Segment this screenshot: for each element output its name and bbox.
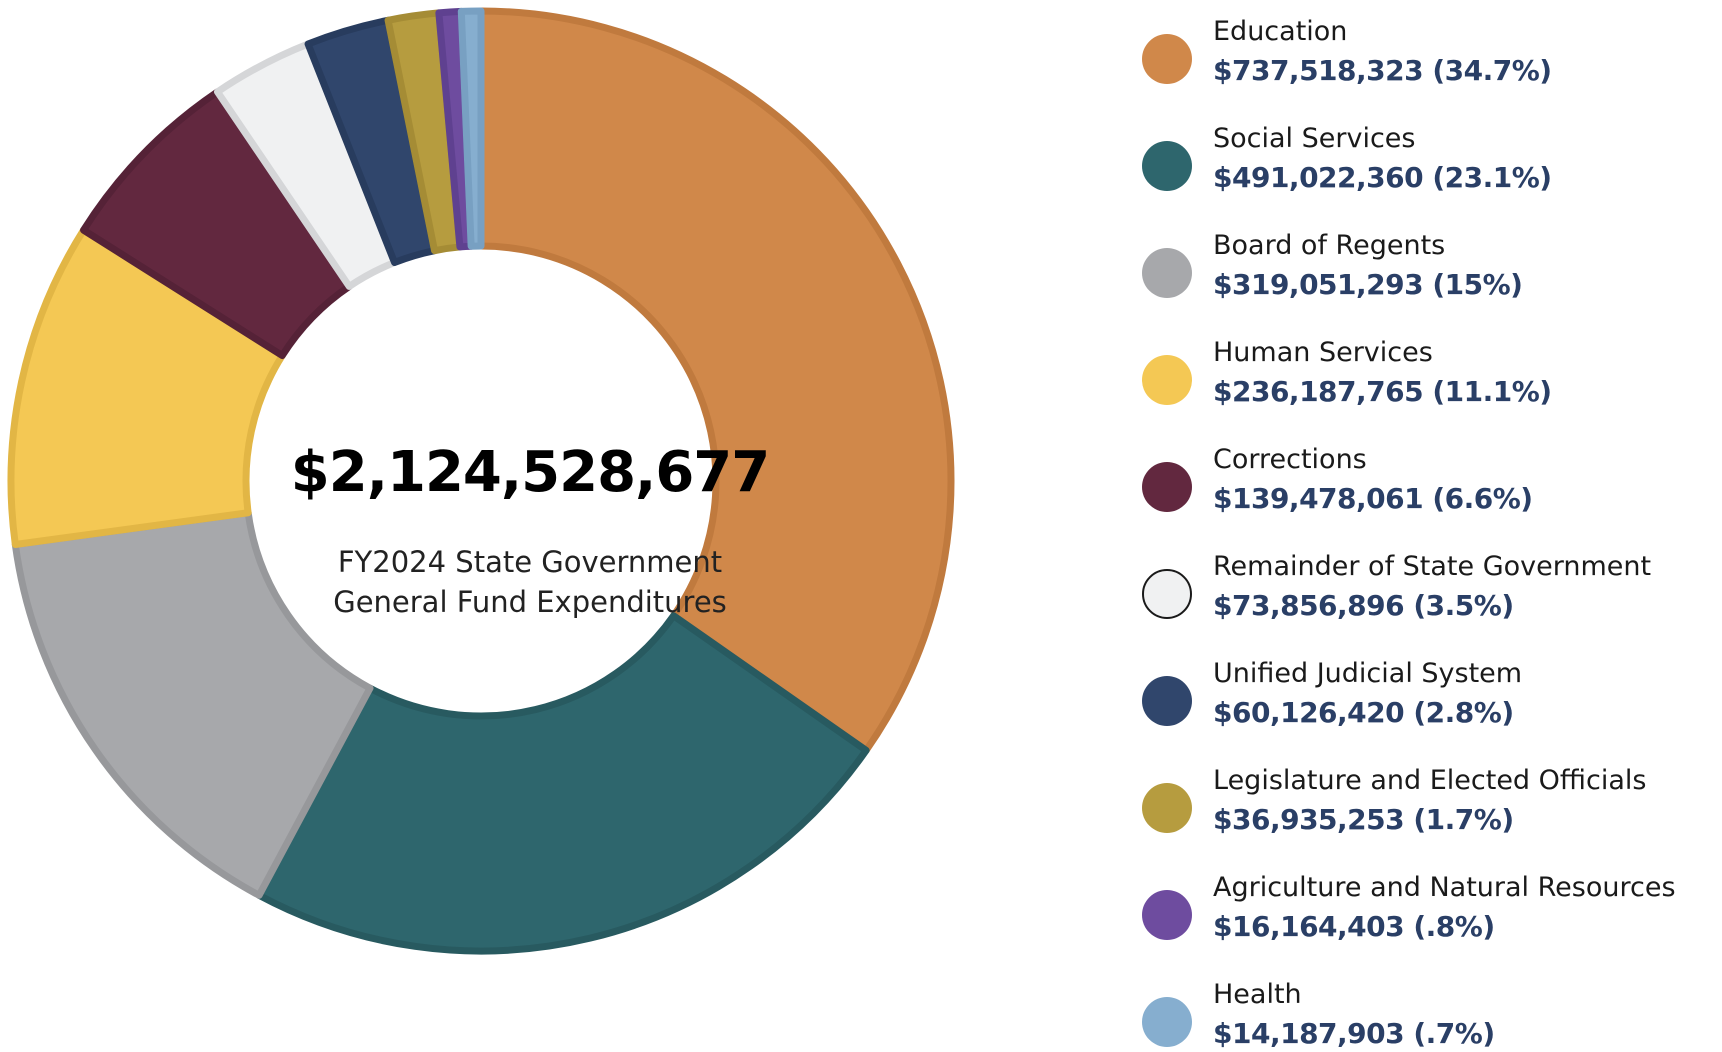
legend-label: Legislature and Elected Officials xyxy=(1213,765,1647,796)
chart-caption-line-1: FY2024 State Government xyxy=(337,545,723,579)
chart-caption-line-2: General Fund Expenditures xyxy=(333,585,727,619)
donut-slice xyxy=(7,226,286,548)
legend-label: Education xyxy=(1213,16,1348,47)
legend-item: Board of Regents $319,051,293 (15%) xyxy=(1135,224,1722,331)
legend-value: $36,935,253 (1.7%) xyxy=(1213,803,1514,836)
legend-swatch xyxy=(1142,783,1192,833)
donut-slice xyxy=(457,7,485,250)
chart-caption: FY2024 State Government General Fund Exp… xyxy=(250,542,810,622)
legend-swatch xyxy=(1142,997,1192,1047)
legend-swatch xyxy=(1142,462,1192,512)
legend-swatch xyxy=(1142,569,1192,619)
legend-value: $60,126,420 (2.8%) xyxy=(1213,696,1514,729)
legend-item: Human Services $236,187,765 (11.1%) xyxy=(1135,331,1722,438)
legend-item: Unified Judicial System $60,126,420 (2.8%… xyxy=(1135,652,1722,759)
chart-total: $2,124,528,677 xyxy=(290,440,770,505)
legend-swatch xyxy=(1142,890,1192,940)
legend-label: Agriculture and Natural Resources xyxy=(1213,872,1676,903)
legend-value: $16,164,403 (.8%) xyxy=(1213,910,1495,943)
legend-value: $14,187,903 (.7%) xyxy=(1213,1017,1495,1050)
legend-swatch xyxy=(1142,355,1192,405)
legend-swatch xyxy=(1142,676,1192,726)
legend-item: Legislature and Elected Officials $36,935… xyxy=(1135,759,1722,866)
legend-swatch xyxy=(1142,248,1192,298)
legend-label: Board of Regents xyxy=(1213,230,1446,261)
chart-legend: Education $737,518,323 (34.7%) Social Serv… xyxy=(1135,10,1722,1052)
legend-item: Education $737,518,323 (34.7%) xyxy=(1135,10,1722,117)
donut-chart xyxy=(7,7,955,955)
donut-slice xyxy=(477,7,955,754)
legend-label: Remainder of State Government xyxy=(1213,551,1652,582)
legend-item: Agriculture and Natural Resources $16,164… xyxy=(1135,866,1722,973)
donut-slice xyxy=(255,612,870,955)
legend-label: Unified Judicial System xyxy=(1213,658,1523,689)
legend-value: $737,518,323 (34.7%) xyxy=(1213,54,1552,87)
legend-value: $491,022,360 (23.1%) xyxy=(1213,161,1552,194)
donut-slice xyxy=(11,509,374,899)
legend-item: Social Services $491,022,360 (23.1%) xyxy=(1135,117,1722,224)
legend-label: Social Services xyxy=(1213,123,1416,154)
legend-value: $319,051,293 (15%) xyxy=(1213,268,1523,301)
legend-label: Health xyxy=(1213,979,1302,1010)
legend-label: Human Services xyxy=(1213,337,1433,368)
legend-swatch xyxy=(1142,141,1192,191)
legend-item: Health $14,187,903 (.7%) xyxy=(1135,973,1722,1052)
legend-swatch xyxy=(1142,34,1192,84)
legend-item: Corrections $139,478,061 (6.6%) xyxy=(1135,438,1722,545)
legend-value: $73,856,896 (3.5%) xyxy=(1213,589,1514,622)
legend-item: Remainder of State Government $73,856,896… xyxy=(1135,545,1722,652)
legend-label: Corrections xyxy=(1213,444,1367,475)
legend-value: $236,187,765 (11.1%) xyxy=(1213,375,1552,408)
legend-value: $139,478,061 (6.6%) xyxy=(1213,482,1533,515)
